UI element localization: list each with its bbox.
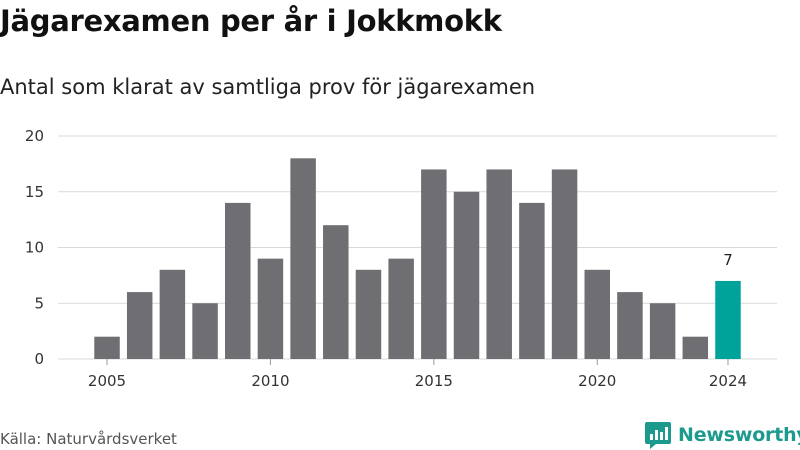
bar bbox=[421, 169, 447, 359]
x-tick-label: 2015 bbox=[415, 372, 453, 390]
y-tick-label: 15 bbox=[25, 183, 44, 201]
bar bbox=[257, 258, 284, 359]
bar bbox=[453, 191, 480, 359]
y-tick-label: 10 bbox=[25, 239, 44, 257]
bar bbox=[126, 292, 153, 359]
bar-chart: 0 5 10 15 20 7 2005 2010 2015 2020 2024 bbox=[25, 127, 777, 390]
y-tick-label: 20 bbox=[25, 127, 44, 145]
bar bbox=[355, 269, 382, 359]
chart-title: Jägarexamen per år i Jokkmokk bbox=[0, 4, 502, 38]
bar bbox=[519, 202, 545, 359]
x-tick-label: 2005 bbox=[88, 372, 126, 390]
bar bbox=[551, 169, 578, 359]
bar bbox=[486, 169, 512, 359]
chart-subtitle: Antal som klarat av samtliga prov för jä… bbox=[0, 75, 536, 99]
bar bbox=[682, 336, 709, 359]
bar bbox=[290, 158, 316, 359]
data-label: 7 bbox=[723, 251, 733, 269]
bar bbox=[192, 303, 218, 359]
brand-name: Newsworthy bbox=[678, 424, 800, 446]
source-note: Källa: Naturvårdsverket bbox=[0, 430, 177, 448]
bar bbox=[649, 303, 676, 359]
y-tick-label: 0 bbox=[34, 350, 44, 368]
x-tick-label: 2020 bbox=[578, 372, 616, 390]
bar bbox=[584, 269, 610, 359]
bar bbox=[715, 280, 741, 359]
bar bbox=[617, 292, 643, 359]
y-tick-label: 5 bbox=[34, 294, 44, 312]
bar bbox=[225, 202, 251, 359]
newsworthy-logo-icon bbox=[645, 422, 671, 449]
x-tick-label: 2010 bbox=[251, 372, 289, 390]
bar bbox=[323, 225, 349, 359]
brand-logo: Newsworthy bbox=[644, 420, 800, 450]
bar bbox=[159, 269, 186, 359]
x-tick-label: 2024 bbox=[709, 372, 747, 390]
bar bbox=[94, 336, 120, 359]
bar bbox=[388, 258, 414, 359]
